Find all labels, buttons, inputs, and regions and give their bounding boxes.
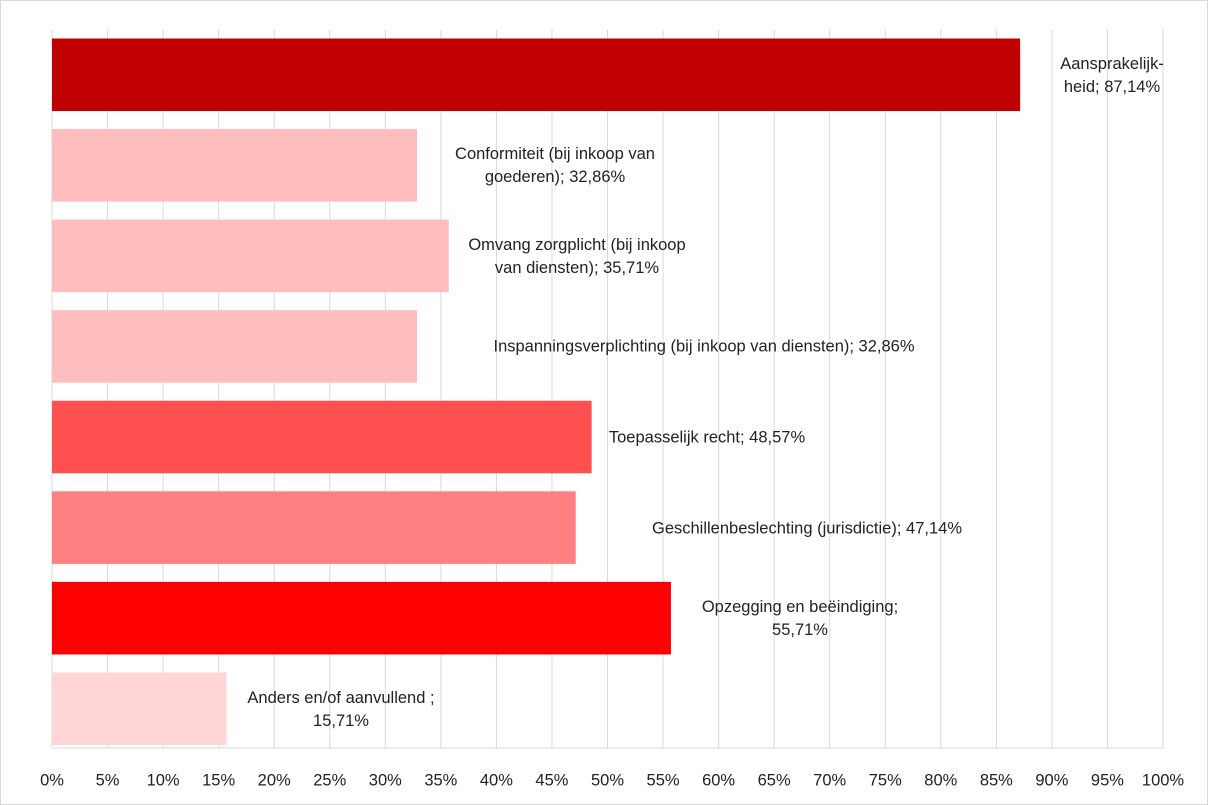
x-tick-label: 60% [702,771,735,789]
data-label: Toepasselijk recht; 48,57% [608,428,806,447]
x-tick-label: 20% [258,771,291,789]
bar [52,310,418,383]
data-label: Conformiteit (bij inkoop van goederen); … [455,145,655,187]
x-tick-label: 85% [980,771,1013,789]
x-tick-label: 35% [424,771,457,789]
x-tick-label: 25% [313,771,346,789]
bar [52,672,227,745]
x-tick-label: 90% [1035,771,1068,789]
bar [52,219,449,293]
x-tick-label: 50% [591,771,624,789]
x-tick-label: 65% [758,771,791,789]
x-tick-label: 100% [1142,771,1185,789]
x-tick-label: 70% [813,771,846,789]
data-label: Anders en/of aanvullend ; 15,71% [247,688,435,730]
data-label: Omvang zorgplicht (bij inkoop van dienst… [468,235,686,277]
x-tick-label: 95% [1091,771,1124,789]
data-label: Geschillenbeslechting (jurisdictie); 47,… [652,519,962,538]
x-tick-label: 75% [869,771,902,789]
bar [52,38,1021,112]
bar [52,129,418,202]
x-tick-label: 80% [924,771,957,789]
x-tick-label: 15% [202,771,235,789]
x-tick-label: 55% [647,771,680,789]
x-tick-label: 10% [147,771,180,789]
bar [52,581,671,655]
data-label: Aansprakelijk-heid; 87,14% [1060,54,1164,96]
data-label: Inspanningsverplichting (bij inkoop van … [493,337,915,356]
x-tick-label: 45% [535,771,568,789]
x-tick-label: 30% [369,771,402,789]
bar [52,491,576,564]
x-tick-label: 5% [96,771,120,789]
x-tick-label: 40% [480,771,513,789]
bar [52,400,592,474]
x-tick-label: 0% [40,771,64,789]
data-label: Opzegging en beëindiging; 55,71% [701,598,899,640]
